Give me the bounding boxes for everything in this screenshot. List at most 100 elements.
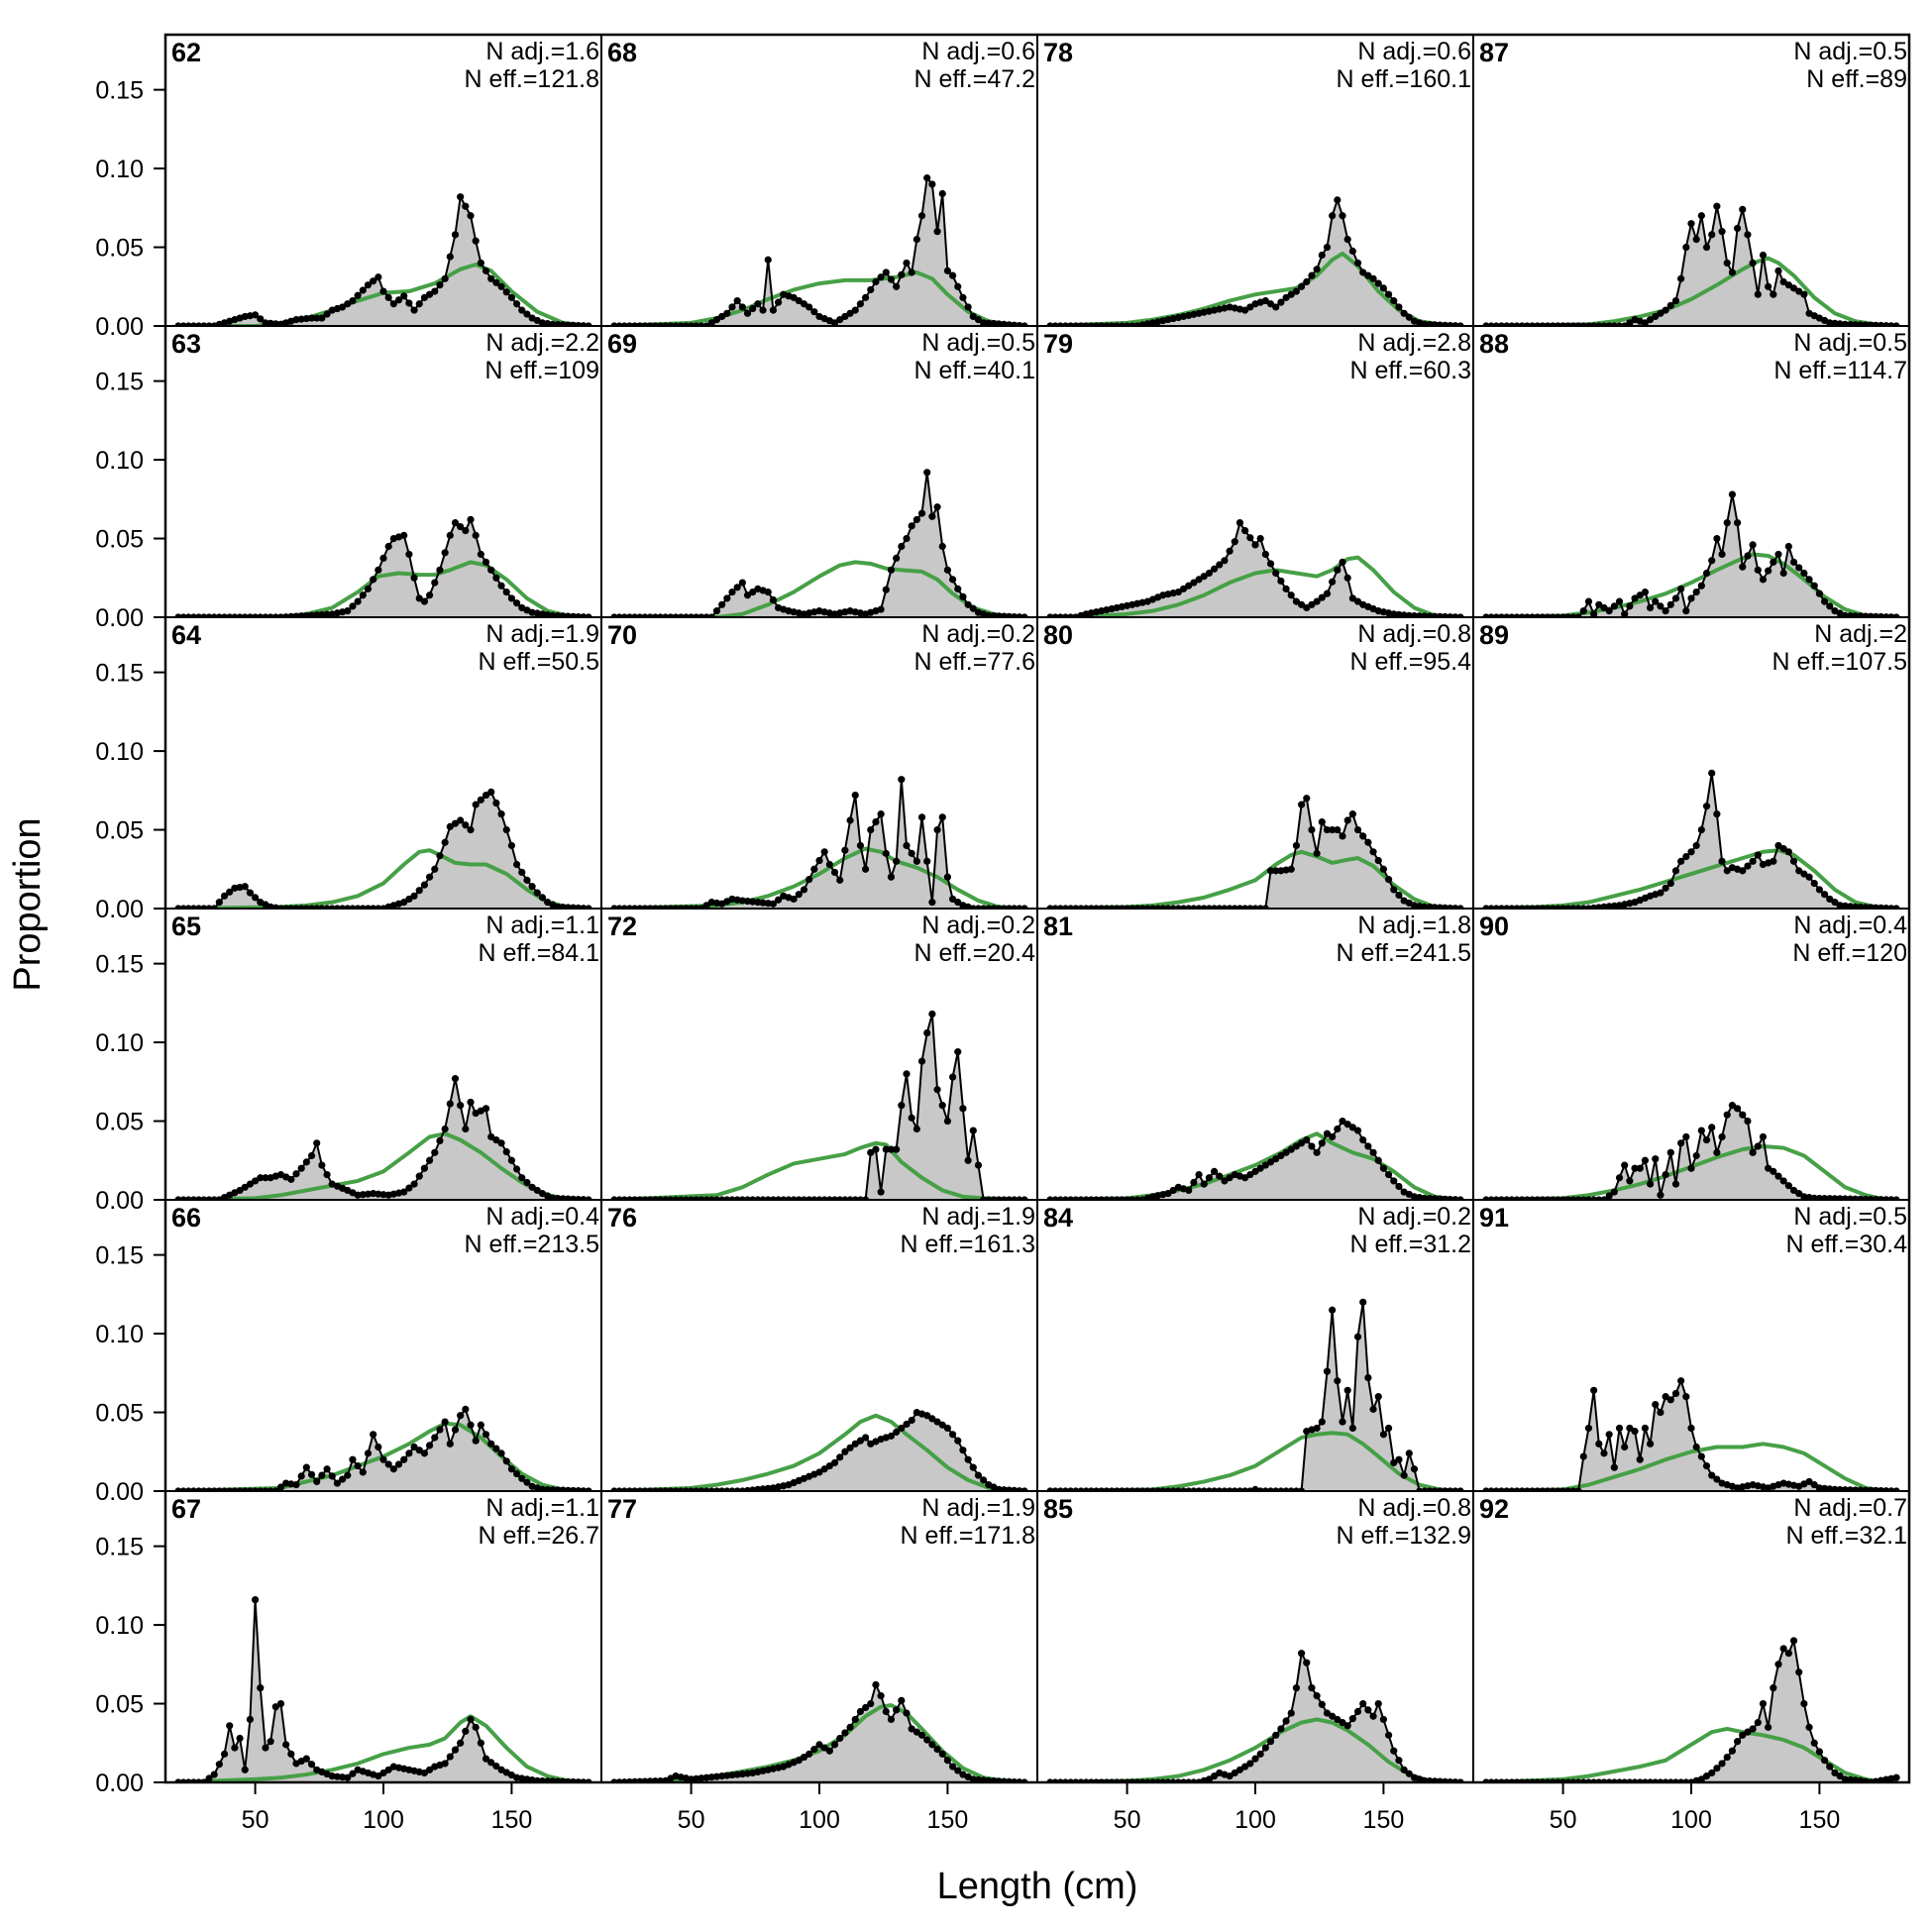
observed-point	[379, 554, 387, 563]
observed-point	[1702, 1772, 1711, 1780]
observed-point	[1221, 557, 1229, 565]
observed-point	[467, 1715, 475, 1724]
panel-66: 66 N adj.=0.4N eff.=213.5	[164, 1199, 602, 1492]
observed-point	[425, 290, 434, 298]
observed-point	[1179, 585, 1188, 592]
observed-point	[349, 1455, 357, 1463]
panel-91: 91 N adj.=0.5N eff.=30.4	[1472, 1199, 1910, 1492]
observed-point	[1697, 1452, 1705, 1460]
observed-point	[1277, 1151, 1285, 1160]
observed-point	[359, 591, 367, 599]
observed-point	[425, 1156, 434, 1164]
observed-point	[903, 1070, 911, 1078]
observed-point	[1282, 1148, 1290, 1156]
y-tick-label: 0.00	[95, 604, 144, 632]
x-axis-title: Length (cm)	[937, 1866, 1138, 1907]
observed-point	[1774, 1661, 1782, 1668]
observed-point	[1779, 569, 1787, 578]
observed-point	[923, 1412, 931, 1420]
observed-point	[1713, 1148, 1721, 1156]
observed-point	[1364, 1373, 1372, 1382]
observed-point	[851, 791, 859, 800]
n-eff-label: N eff.=32.1	[1785, 1522, 1907, 1550]
observed-point	[1662, 306, 1669, 314]
observed-point	[1348, 1124, 1356, 1131]
observed-point	[1205, 1775, 1214, 1782]
observed-point	[887, 566, 896, 574]
observed-point	[389, 1465, 397, 1473]
observed-point	[1682, 1393, 1690, 1401]
n-eff-label: N eff.=50.5	[478, 648, 599, 676]
panel-80: 80 N adj.=0.8N eff.=95.4	[1036, 616, 1474, 910]
observed-point	[943, 267, 952, 274]
observed-area	[1485, 1640, 1897, 1782]
observed-point	[1379, 1715, 1388, 1724]
observed-point	[1318, 1418, 1326, 1426]
observed-point	[518, 306, 526, 314]
observed-point	[400, 1455, 408, 1463]
observed-point	[1313, 1424, 1321, 1433]
observed-point	[1405, 1770, 1413, 1777]
observed-point	[276, 1483, 285, 1491]
observed-point	[307, 314, 316, 322]
observed-point	[1626, 1424, 1634, 1433]
observed-point	[917, 813, 926, 821]
n-eff-label: N eff.=20.4	[913, 939, 1035, 967]
observed-point	[482, 1755, 490, 1763]
observed-point	[375, 1443, 382, 1451]
observed-point	[1774, 550, 1782, 559]
observed-point	[1605, 607, 1613, 615]
observed-point	[333, 1479, 342, 1487]
observed-point	[1682, 243, 1690, 252]
observed-point	[948, 1763, 957, 1771]
observed-point	[1246, 534, 1254, 542]
observed-point	[1718, 1760, 1726, 1768]
observed-point	[1369, 1712, 1377, 1720]
observed-point	[1384, 876, 1393, 884]
y-tick-label: 0.00	[95, 313, 144, 341]
observed-point	[318, 610, 326, 617]
observed-point	[1334, 1125, 1342, 1133]
observed-point	[1272, 1731, 1280, 1739]
observed-point	[257, 315, 265, 323]
n-eff-label: N eff.=109	[484, 357, 599, 384]
observed-point	[1339, 558, 1346, 566]
y-tick-label: 0.10	[95, 738, 144, 766]
observed-point	[1774, 267, 1782, 274]
observed-point	[420, 293, 429, 301]
observed-point	[1216, 1172, 1224, 1180]
observed-point	[370, 277, 377, 285]
observed-point	[1718, 1132, 1726, 1141]
observed-point	[344, 300, 352, 308]
observed-point	[1723, 867, 1731, 875]
observed-point	[1584, 597, 1593, 605]
observed-point	[441, 1418, 449, 1426]
observed-point	[728, 1771, 736, 1779]
panel-year-label: 76	[607, 1203, 637, 1233]
observed-point	[241, 1766, 249, 1773]
observed-point	[893, 282, 901, 290]
observed-point	[1266, 300, 1275, 308]
observed-point	[1369, 848, 1377, 856]
n-eff-label: N eff.=132.9	[1337, 1522, 1471, 1550]
n-eff-label: N eff.=77.6	[913, 648, 1035, 676]
observed-point	[1272, 867, 1280, 875]
observed-point	[1308, 825, 1316, 834]
observed-point	[723, 309, 731, 317]
observed-point	[1657, 1191, 1664, 1199]
observed-point	[1282, 585, 1290, 592]
panel-84: 84 N adj.=0.2N eff.=31.2	[1036, 1199, 1474, 1492]
observed-point	[1287, 1145, 1295, 1153]
observed-point	[1784, 1650, 1792, 1658]
observed-point	[502, 825, 510, 834]
observed-point	[917, 1731, 926, 1739]
observed-point	[1277, 298, 1285, 306]
observed-point	[1287, 591, 1295, 599]
observed-point	[1323, 1129, 1332, 1137]
observed-point	[1318, 251, 1326, 260]
observed-point	[1646, 316, 1655, 324]
observed-point	[872, 1145, 880, 1153]
observed-point	[451, 1746, 460, 1754]
observed-point	[1405, 1449, 1413, 1457]
observed-point	[1261, 296, 1269, 305]
